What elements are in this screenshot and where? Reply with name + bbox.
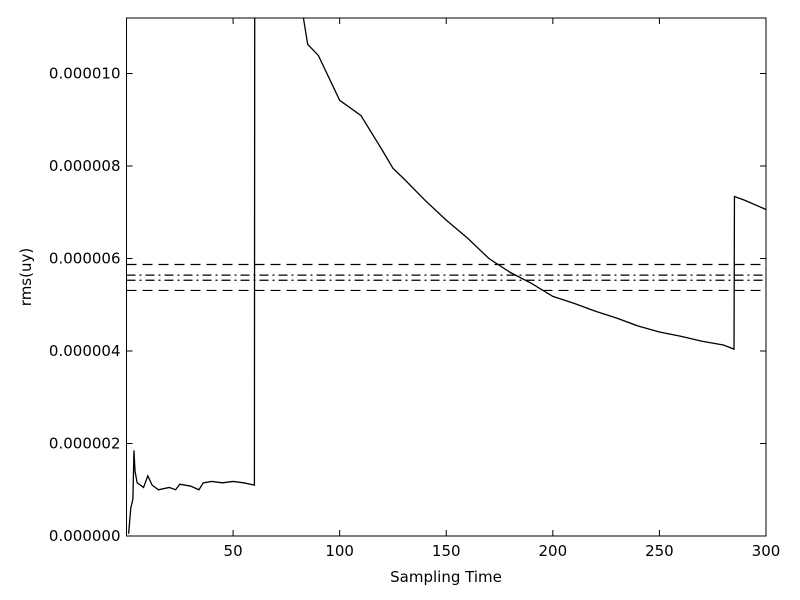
y-tick-label: 0.000006 (49, 250, 121, 268)
plot-area (127, 18, 766, 534)
x-tick-label: 200 (539, 542, 568, 560)
data-line (127, 18, 766, 534)
x-tick-label: 150 (432, 542, 461, 560)
x-tick-label: 50 (224, 542, 243, 560)
y-tick-label: 0.000008 (49, 157, 121, 175)
y-tick-label: 0.000000 (49, 527, 121, 545)
y-axis-label: rms(uy) (17, 248, 35, 306)
x-tick-label: 300 (752, 542, 781, 560)
y-tick-label: 0.000004 (49, 342, 121, 360)
x-tick-label: 100 (325, 542, 354, 560)
x-tick-label: 250 (645, 542, 674, 560)
y-tick-label: 0.000002 (49, 435, 121, 453)
x-axis-label: Sampling Time (390, 568, 502, 586)
y-tick-label: 0.000010 (49, 65, 121, 83)
plot-frame (126, 17, 767, 537)
